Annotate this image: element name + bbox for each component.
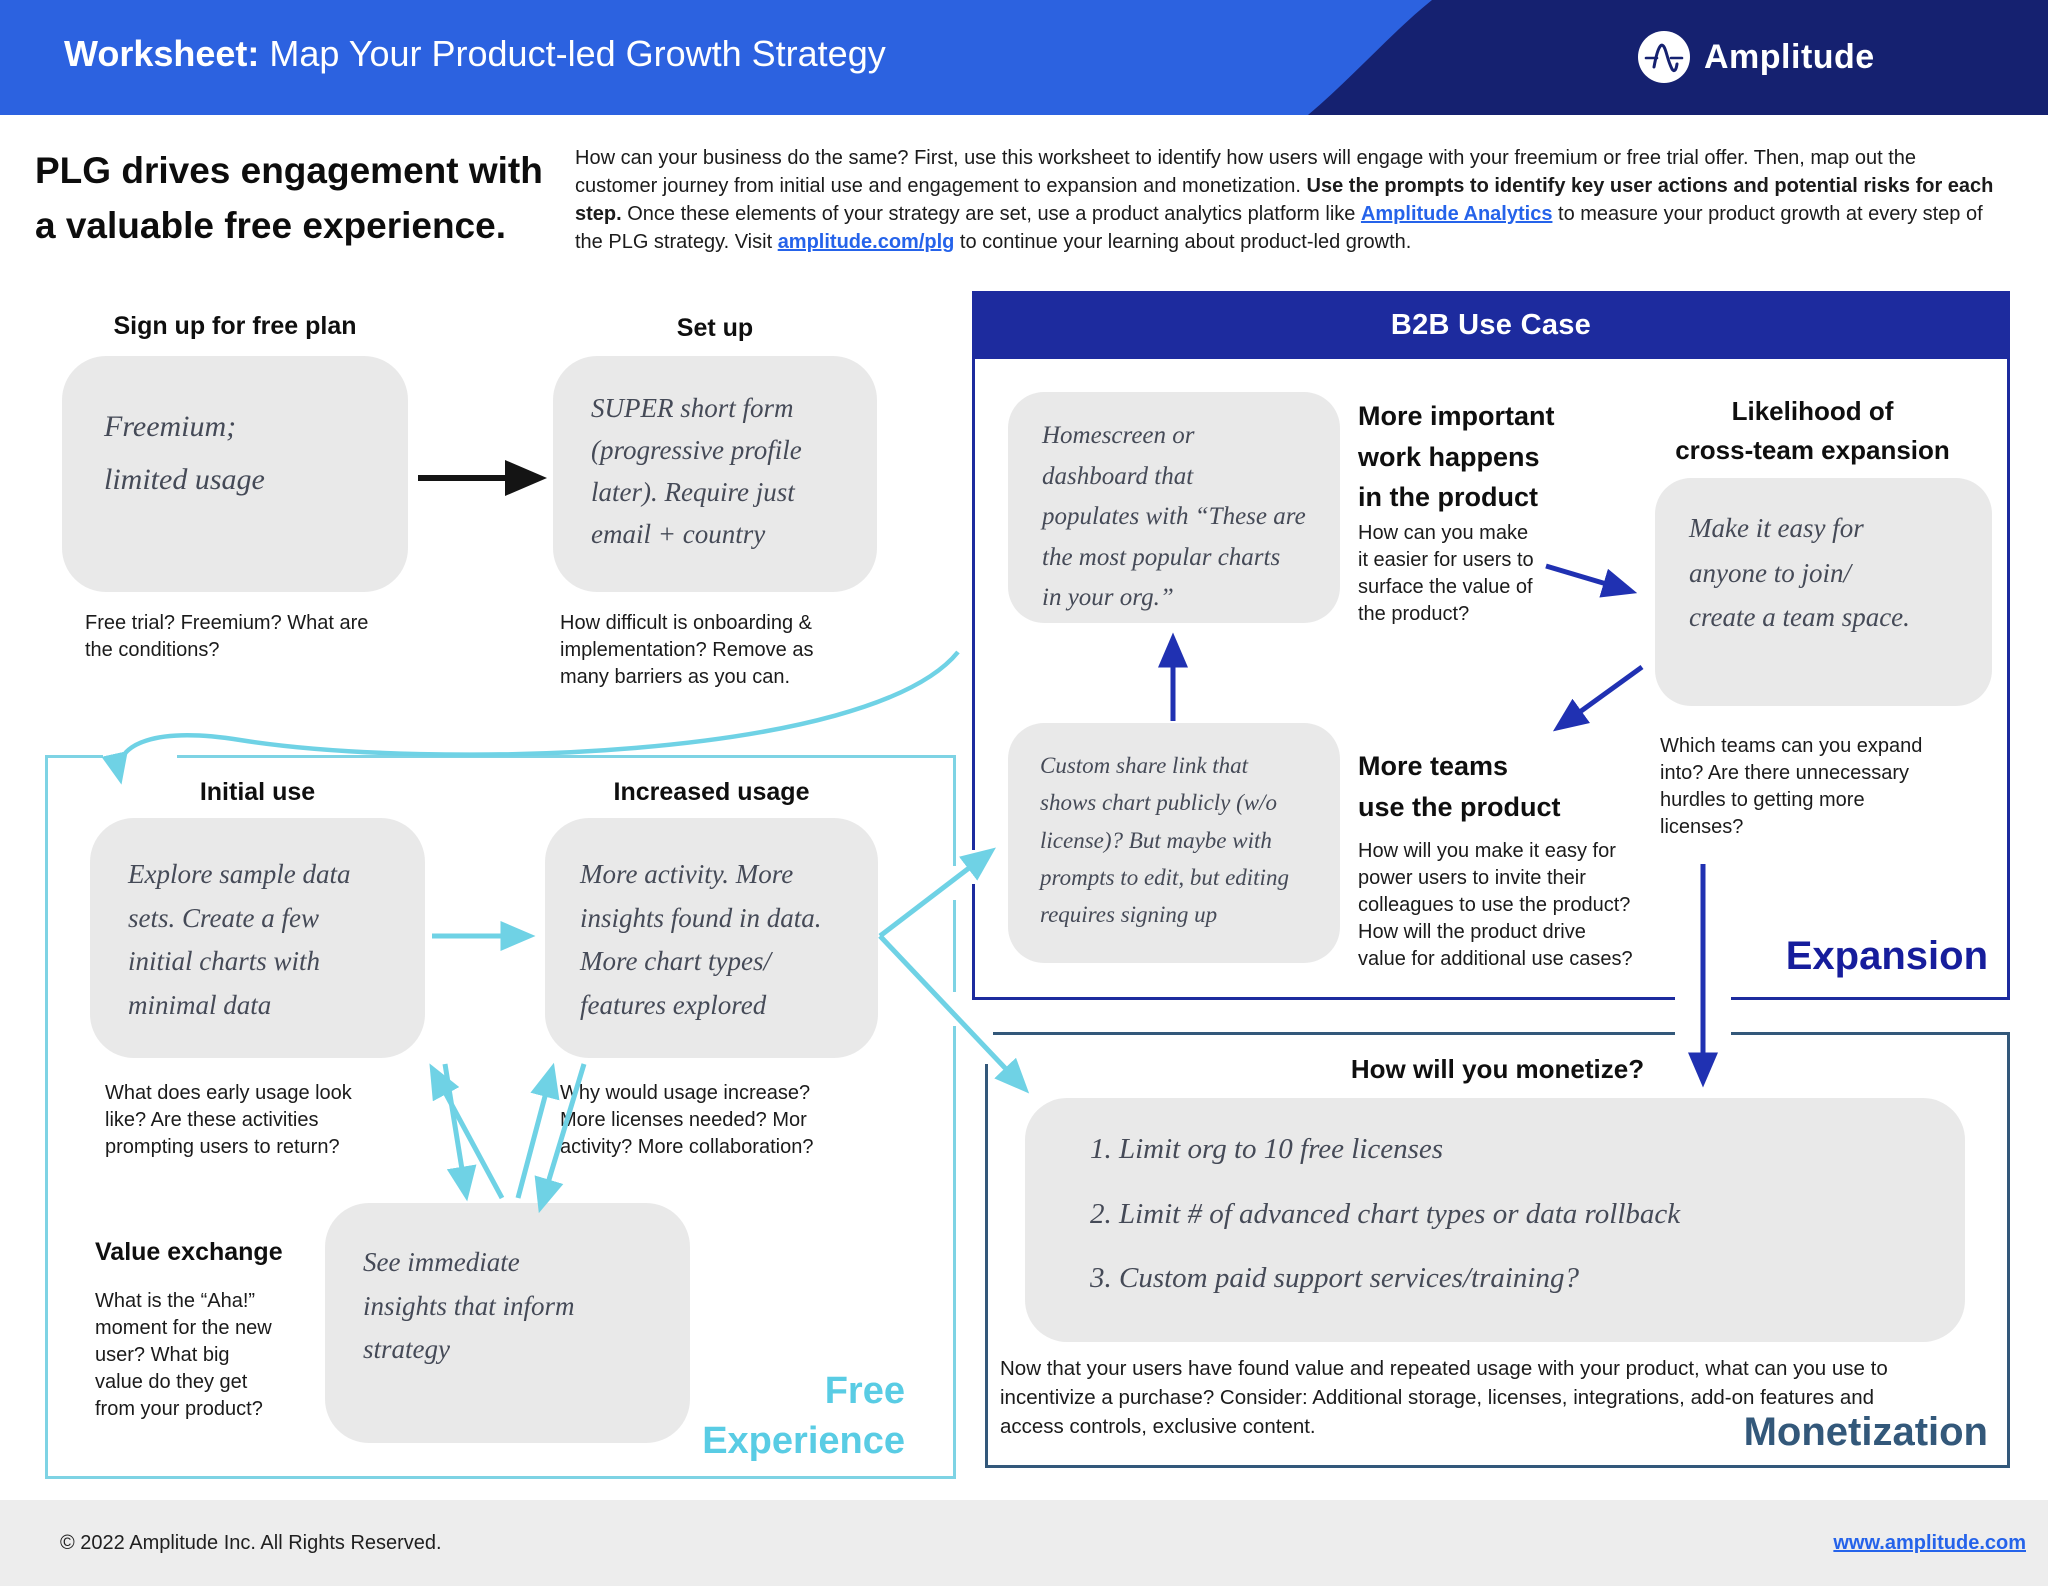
- signup-heading: Sign up for free plan: [113, 312, 357, 340]
- intro-seg-5: to measure your product growth at every …: [575, 203, 1983, 253]
- setup-note: SUPER short form (progressive profile la…: [591, 393, 802, 549]
- setup-caption: How difficult is onboarding & implementa…: [560, 612, 814, 688]
- b2b-title: B2B Use Case: [1390, 308, 1592, 341]
- plg-headline-line2: a valuable free experience.: [35, 205, 506, 246]
- free-experience-label: Free Experience: [702, 1370, 905, 1463]
- cross-team-caption: Which teams can you expand into? Are the…: [1660, 735, 1923, 838]
- important-work-caption: How can you make it easier for users to …: [1358, 522, 1534, 625]
- homescreen-note-box: Homescreen or dashboard that populates w…: [1008, 392, 1340, 623]
- cross-team-note-box: Make it easy for anyone to join/ create …: [1655, 478, 1992, 706]
- more-teams-heading: More teams use the product: [1358, 751, 1561, 822]
- setup-heading: Set up: [676, 314, 754, 342]
- b2b-title-band: B2B Use Case: [972, 291, 2010, 359]
- monetization-caption: Now that your users have found value and…: [1000, 1357, 1888, 1439]
- footer-bar: © 2022 Amplitude Inc. All Rights Reserve…: [0, 1500, 2048, 1586]
- border-gap: [944, 866, 956, 900]
- monetization-panel: [985, 1032, 2010, 1468]
- monetization-list-item: 3. Custom paid support services/training…: [1090, 1262, 1579, 1294]
- signup-caption: Free trial? Freemium? What are the condi…: [85, 612, 369, 661]
- header-title-rest: Map Your Product-led Growth Strategy: [259, 33, 886, 74]
- header-title: Worksheet: Map Your Product-led Growth S…: [64, 33, 886, 75]
- amplitude-logo-icon: [1638, 31, 1690, 83]
- monetization-label: Monetization: [1743, 1410, 1988, 1454]
- monetization-note-box: 1. Limit org to 10 free licenses 2. Limi…: [1025, 1098, 1965, 1342]
- link-amplitude-analytics[interactable]: Amplitude Analytics: [1360, 203, 1553, 225]
- increased-usage-note: More activity. More insights found in da…: [580, 859, 822, 1021]
- amplitude-wordmark: Amplitude: [1704, 37, 1875, 76]
- monetization-list: 1. Limit org to 10 free licenses 2. Limi…: [1025, 1098, 1965, 1301]
- intro-seg-7: to continue your learning about product-…: [954, 231, 1412, 253]
- share-link-note: Custom share link that shows chart publi…: [1040, 753, 1289, 927]
- footer-link[interactable]: www.amplitude.com: [1833, 1531, 2026, 1554]
- setup-note-box: SUPER short form (progressive profile la…: [553, 356, 877, 592]
- monetization-heading: How will you monetize?: [1350, 1054, 1645, 1084]
- expansion-label: Expansion: [1785, 934, 1988, 978]
- border-gap: [1675, 994, 1731, 1006]
- copyright-text: © 2022 Amplitude Inc. All Rights Reserve…: [60, 1531, 442, 1554]
- important-work-heading: More important work happens in the produ…: [1358, 401, 1555, 512]
- border-gap: [103, 749, 177, 762]
- border-gap: [968, 850, 980, 884]
- increased-usage-caption: Why would usage increase? More licenses …: [560, 1082, 814, 1158]
- initial-use-note-box: Explore sample data sets. Create a few i…: [90, 818, 425, 1058]
- monetization-list-item: 2. Limit # of advanced chart types or da…: [1090, 1197, 1681, 1230]
- monetization-list-item: 1. Limit org to 10 free licenses: [1090, 1133, 1444, 1165]
- share-link-note-box: Custom share link that shows chart publi…: [1008, 723, 1340, 963]
- initial-use-caption: What does early usage look like? Are the…: [105, 1082, 352, 1158]
- link-amplitude-plg[interactable]: amplitude.com/plg: [777, 231, 955, 253]
- intro-paragraph: How can your business do the same? First…: [575, 144, 2000, 256]
- border-gap: [981, 1030, 993, 1064]
- intro-seg-3: Once these elements of your strategy are…: [621, 203, 1361, 225]
- value-exchange-heading: Value exchange: [95, 1238, 283, 1266]
- homescreen-note: Homescreen or dashboard that populates w…: [1042, 422, 1306, 611]
- more-teams-caption: How will you make it easy for power user…: [1358, 840, 1633, 970]
- increased-usage-heading: Increased usage: [613, 778, 810, 806]
- amplitude-logo: Amplitude: [1638, 31, 1875, 83]
- initial-use-heading: Initial use: [199, 778, 316, 806]
- header-title-bold: Worksheet:: [64, 33, 260, 74]
- intro-seg-1: How can your business do the same? First…: [575, 147, 1917, 197]
- signup-note-box: Freemium; limited usage: [62, 356, 408, 592]
- border-gap: [1675, 1028, 1731, 1040]
- value-exchange-caption: What is the “Aha!” moment for the new us…: [95, 1290, 272, 1420]
- increased-usage-note-box: More activity. More insights found in da…: [545, 818, 878, 1058]
- insights-note-box: See immediate insights that inform strat…: [325, 1203, 690, 1443]
- signup-note: Freemium; limited usage: [104, 410, 265, 496]
- cross-team-heading: Likelihood of cross-team expansion: [1675, 396, 1950, 465]
- border-gap: [944, 992, 956, 1026]
- initial-use-note: Explore sample data sets. Create a few i…: [128, 859, 351, 1021]
- insights-note: See immediate insights that inform strat…: [363, 1247, 575, 1365]
- cross-team-note: Make it easy for anyone to join/ create …: [1689, 513, 1910, 633]
- plg-headline-line1: PLG drives engagement with: [35, 150, 543, 191]
- intro-seg-2-bold: Use the prompts to identify key user act…: [575, 175, 1994, 225]
